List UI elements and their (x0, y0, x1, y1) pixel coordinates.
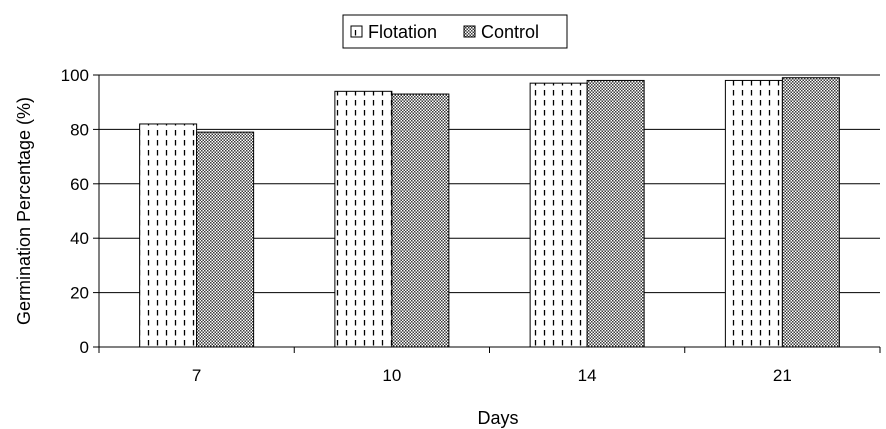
y-axis-label: Germination Percentage (%) (14, 97, 34, 325)
y-tick-label: 40 (70, 229, 89, 248)
y-tick-label: 100 (61, 66, 89, 85)
legend-label-flotation: Flotation (368, 22, 437, 42)
x-tick-label: 14 (578, 366, 597, 385)
y-tick-label: 60 (70, 175, 89, 194)
x-tick-label: 7 (192, 366, 201, 385)
bar-flotation-21 (724, 79, 783, 348)
axes (93, 74, 881, 353)
x-tick-label: 21 (773, 366, 792, 385)
bar-control-10 (391, 93, 450, 348)
tick-labels: 0 20 40 60 80 100 7 10 14 21 (61, 66, 792, 385)
legend: Flotation Control (342, 14, 568, 49)
x-axis-label: Days (477, 408, 518, 428)
legend-swatch-flotation (350, 25, 363, 38)
legend-box (342, 14, 568, 49)
y-tick-label: 20 (70, 284, 89, 303)
bar-flotation-10 (334, 90, 393, 348)
bar-flotation-14 (529, 82, 588, 348)
y-tick-label: 80 (70, 120, 89, 139)
bar-control-7 (196, 131, 255, 348)
bars (139, 77, 840, 348)
legend-swatch-control (463, 25, 476, 38)
legend-label-control: Control (481, 22, 539, 42)
bar-control-21 (781, 77, 840, 348)
y-tick-label: 0 (80, 338, 89, 357)
bar-flotation-7 (139, 123, 198, 348)
x-tick-label: 10 (382, 366, 401, 385)
bar-control-14 (586, 79, 645, 348)
